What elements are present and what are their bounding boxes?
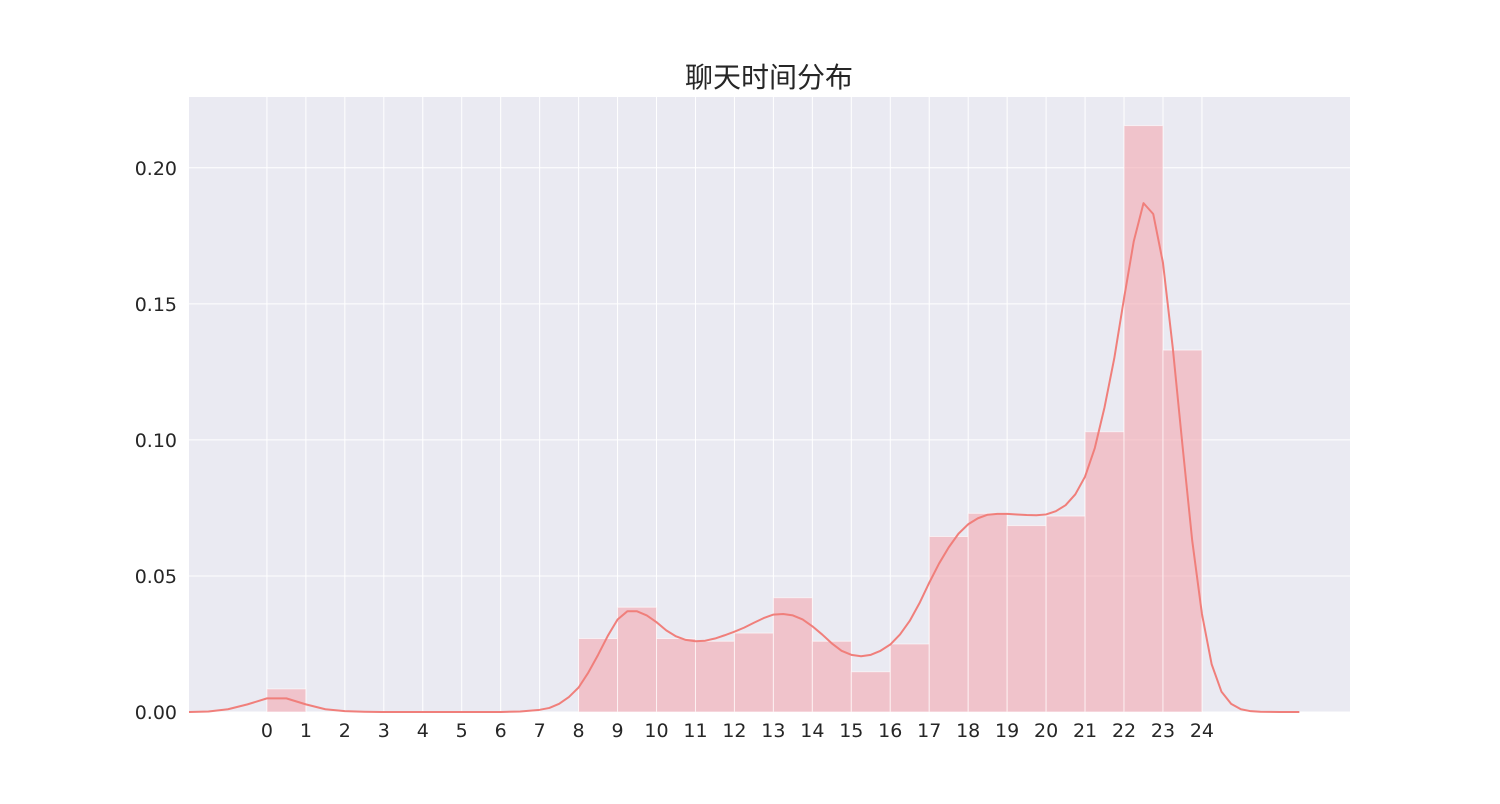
- histogram-bar: [1162, 349, 1203, 713]
- kde-curve: [188, 202, 1300, 713]
- x-tick-label: 15: [839, 720, 863, 742]
- x-tick-label: 12: [722, 720, 746, 742]
- x-tick-label: 10: [644, 720, 668, 742]
- x-tick-label: 0: [261, 720, 273, 742]
- histogram-bar: [578, 638, 619, 713]
- x-tick-label: 4: [417, 720, 429, 742]
- x-tick-label: 17: [917, 720, 941, 742]
- x-tick-label: 16: [878, 720, 902, 742]
- x-tick-label: 9: [612, 720, 624, 742]
- histogram-bar: [1045, 515, 1086, 713]
- y-axis-tick-labels: 0.00 0.05 0.10 0.15 0.20: [135, 158, 177, 724]
- histogram-bar: [733, 632, 774, 713]
- histogram-bar: [694, 640, 735, 713]
- x-tick-label: 22: [1112, 720, 1136, 742]
- histogram-bar: [1123, 125, 1164, 713]
- x-tick-label: 6: [495, 720, 507, 742]
- y-tick-label: 0.10: [135, 430, 177, 452]
- chart-title: 聊天时间分布: [684, 61, 853, 94]
- x-axis-tick-labels: 0 1 2 3 4 5 6 7 8 9 10 11 12 13 14 15 16 17 18 19 20 21 22 23 24: [261, 720, 1214, 742]
- histogram-bar: [656, 638, 696, 713]
- x-tick-label: 1: [300, 720, 312, 742]
- x-tick-label: 8: [573, 720, 585, 742]
- x-tick-label: 2: [339, 720, 351, 742]
- histogram-bar: [850, 671, 891, 713]
- y-tick-label: 0.00: [135, 702, 177, 724]
- x-tick-label: 21: [1073, 720, 1097, 742]
- histogram-bar: [772, 597, 813, 713]
- x-tick-label: 5: [456, 720, 468, 742]
- x-tick-label: 11: [683, 720, 707, 742]
- x-tick-label: 3: [378, 720, 390, 742]
- histogram-bar: [1084, 431, 1125, 713]
- x-tick-label: 19: [995, 720, 1019, 742]
- histogram-bar: [617, 606, 658, 713]
- histogram-bar: [266, 688, 307, 713]
- x-tick-label: 13: [761, 720, 785, 742]
- histogram-bar: [889, 643, 930, 713]
- x-tick-label: 7: [534, 720, 546, 742]
- x-tick-label: 20: [1034, 720, 1058, 742]
- histogram-bar: [928, 535, 969, 713]
- histogram-bar: [967, 512, 1008, 713]
- y-tick-label: 0.20: [135, 158, 177, 180]
- y-tick-label: 0.15: [135, 294, 177, 316]
- y-tick-label: 0.05: [135, 566, 177, 588]
- x-tick-label: 18: [956, 720, 980, 742]
- x-tick-label: 14: [800, 720, 824, 742]
- histogram-bars: [266, 125, 1203, 713]
- x-tick-label: 23: [1151, 720, 1175, 742]
- x-tick-label: 24: [1190, 720, 1214, 742]
- histogram-bar: [1006, 525, 1047, 713]
